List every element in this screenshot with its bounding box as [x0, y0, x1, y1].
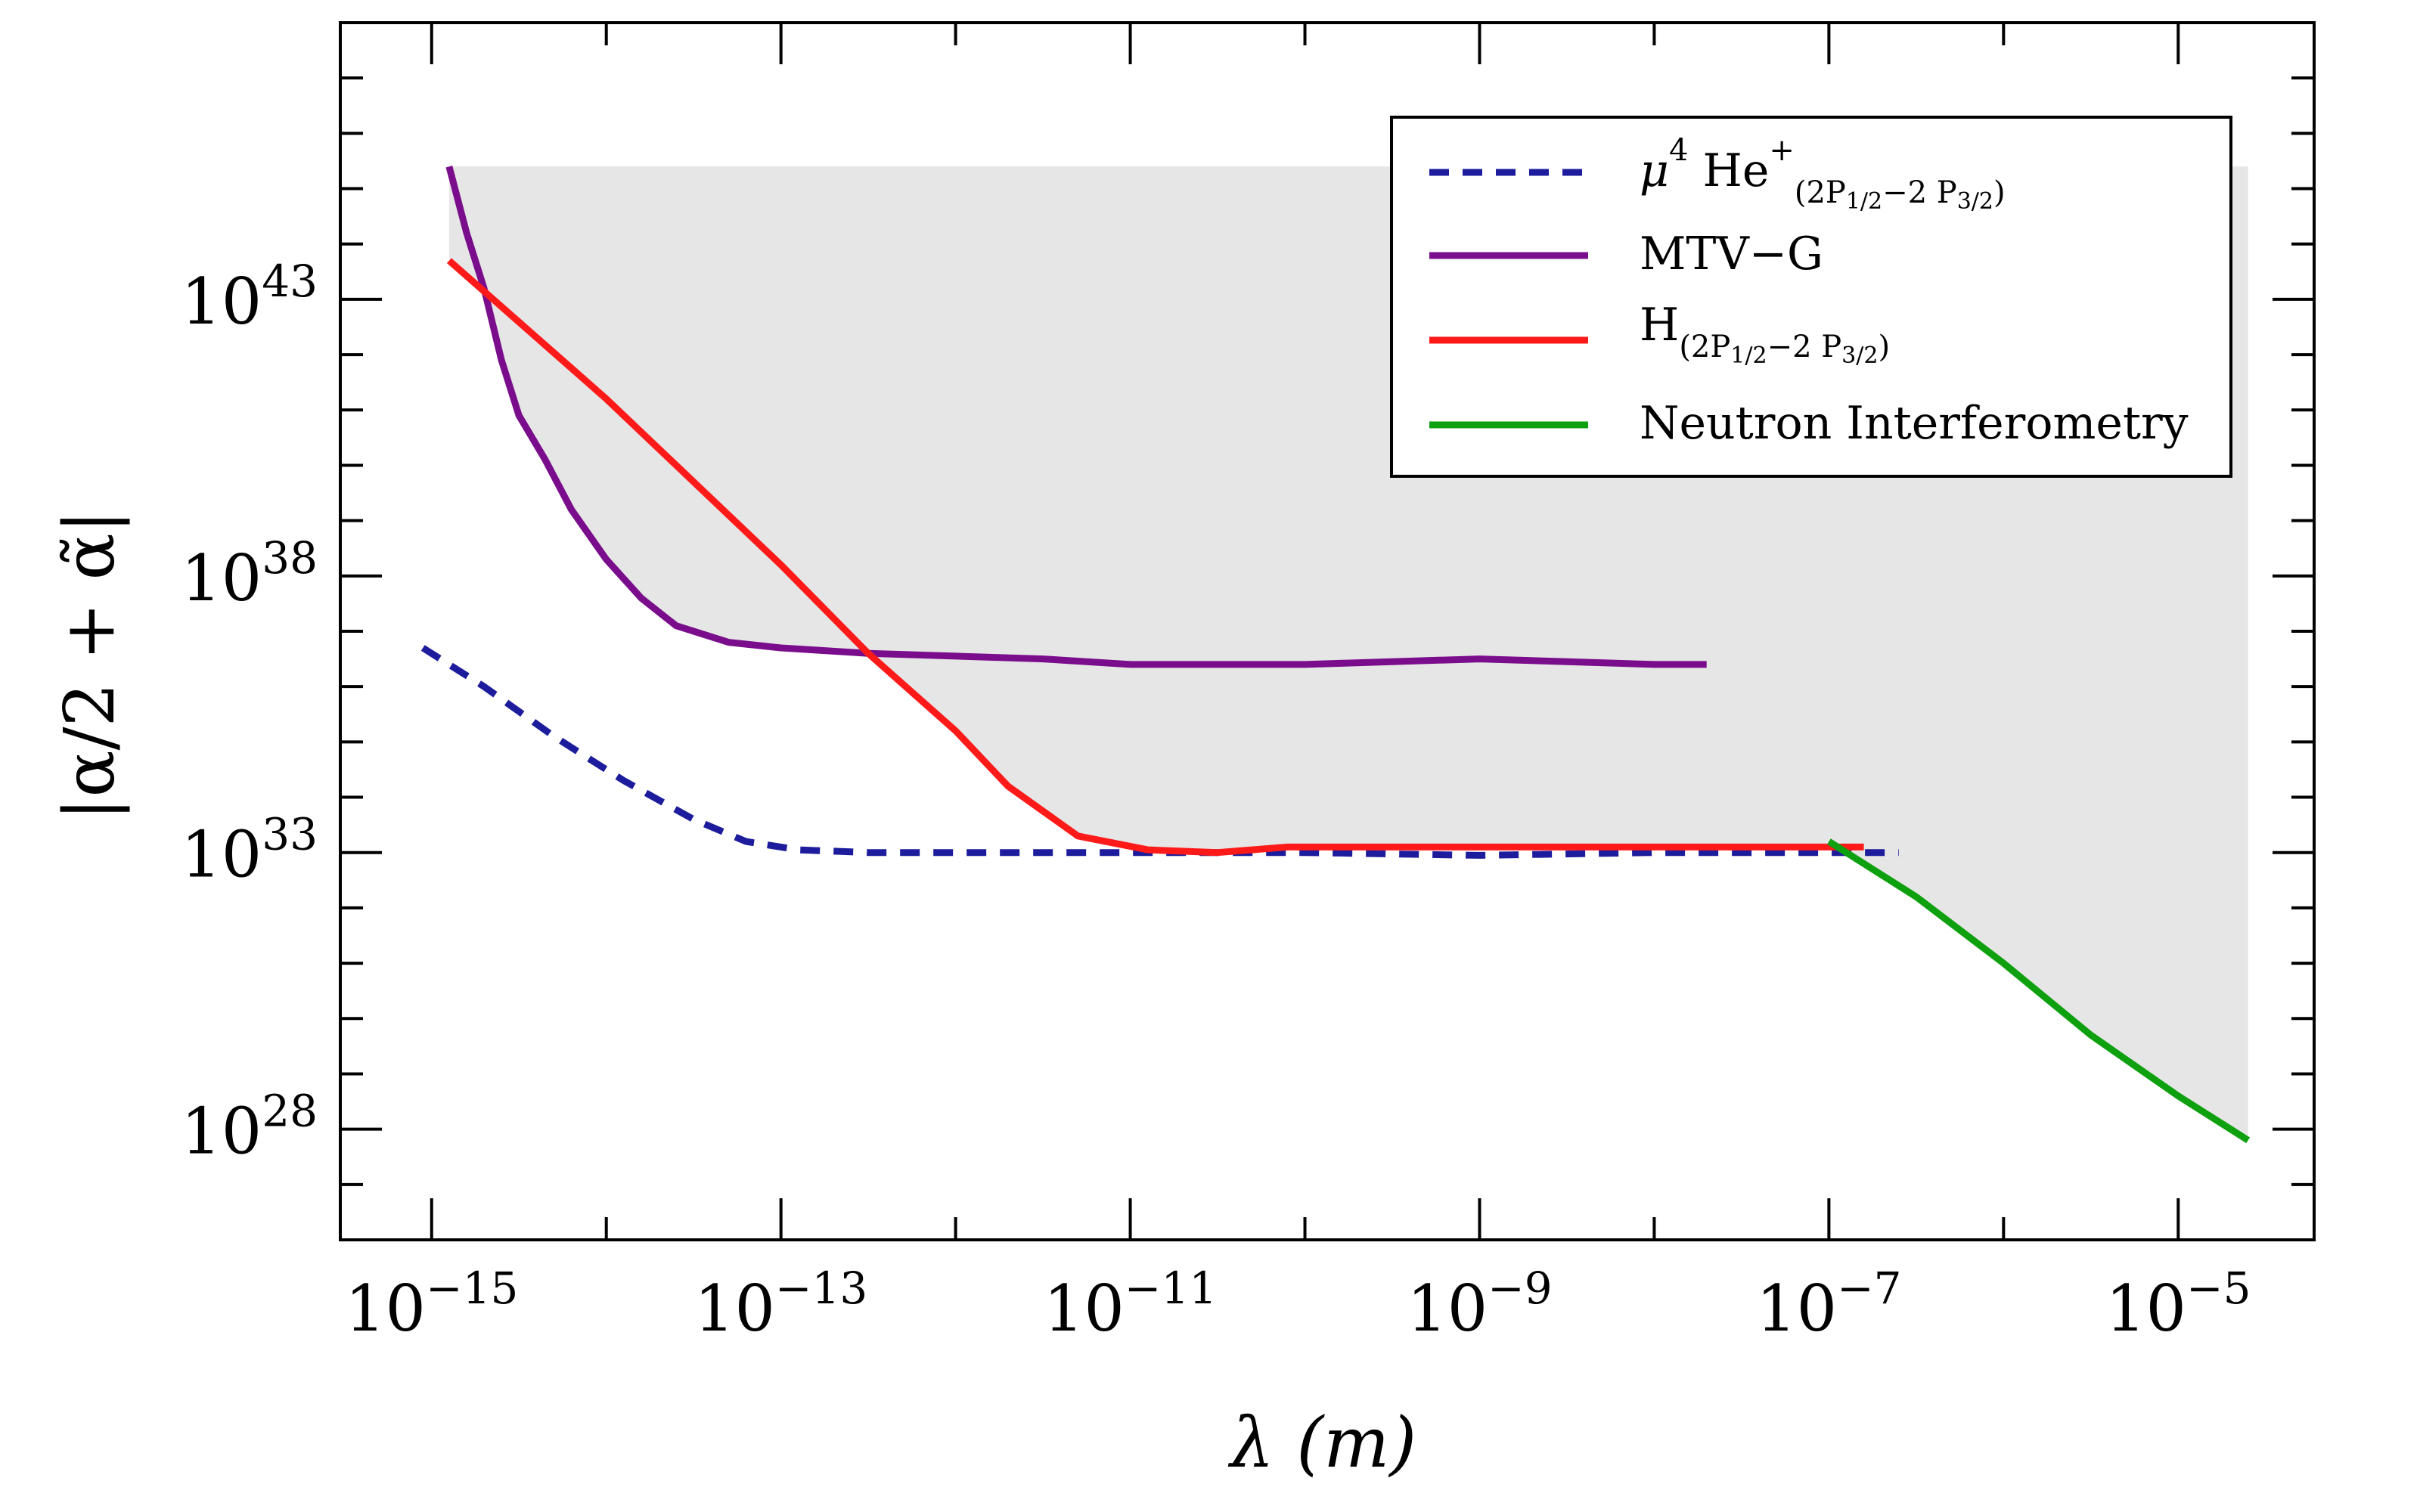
x-tick-labels: 10−15 10−13 10−11 10−9 10−7 10−5	[345, 1263, 2251, 1346]
y-tick-label: 1038	[181, 532, 318, 615]
y-tick-label: 1033	[181, 809, 318, 892]
x-tick-label: 10−15	[345, 1263, 518, 1346]
legend-label-hydrogen: H(2P1/2−2 P3/2)	[1640, 299, 1890, 369]
x-tick-label: 10−7	[1756, 1263, 1901, 1346]
x-tick-label: 10−9	[1407, 1263, 1552, 1346]
legend: μ4 He+(2P1/2−2 P3/2) MTV−G H(2P1/2−2 P3/…	[1390, 116, 2232, 478]
legend-label-mtvg: MTV−G	[1640, 228, 1823, 280]
x-axis-title: λ (m)	[1227, 1402, 1417, 1483]
legend-box	[1390, 116, 2232, 478]
series-line-3	[1826, 838, 2251, 1144]
y-axis-title: |α/2 + α̃|	[49, 510, 130, 820]
legend-label-neutron: Neutron Interferometry	[1640, 397, 2189, 450]
y-tick-label: 1028	[181, 1086, 318, 1169]
x-tick-label: 10−11	[1044, 1263, 1217, 1346]
series-line-2	[446, 258, 1864, 857]
series-line-0	[420, 645, 1899, 859]
x-tick-label: 10−13	[694, 1263, 867, 1346]
axis-ticks	[340, 21, 2314, 1241]
series-line-1	[445, 166, 1707, 668]
legend-label-muhe: μ4 He+(2P1/2−2 P3/2)	[1640, 133, 2006, 215]
x-tick-label: 10−5	[2105, 1263, 2251, 1346]
y-tick-labels: 1043 1038 1033 1028	[181, 256, 318, 1169]
y-tick-label: 1043	[181, 256, 318, 339]
